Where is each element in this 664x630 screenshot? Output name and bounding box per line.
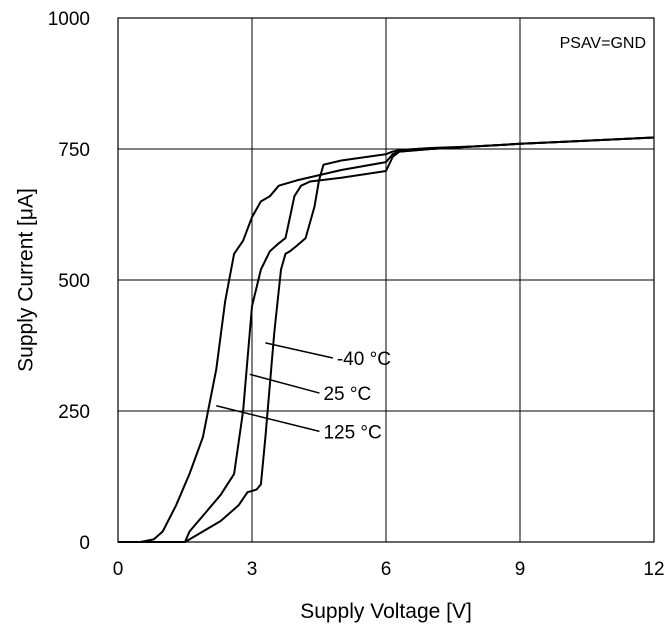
series-line-125-c xyxy=(118,136,655,543)
x-tick-label: 6 xyxy=(381,559,392,580)
chart-annotation: PSAV=GND xyxy=(560,35,646,52)
x-tick-label: 12 xyxy=(643,559,664,580)
callout-leader-25-c xyxy=(249,373,320,394)
x-axis-title: Supply Voltage [V] xyxy=(300,600,472,623)
tick-labels: 0 3 6 9 12 0 250 500 750 1000 xyxy=(48,9,664,580)
callout-leader-40-c xyxy=(265,342,334,359)
y-tick-label: 500 xyxy=(58,271,90,292)
y-tick-label: 0 xyxy=(79,533,90,554)
series-callouts: -40 °C 25 °C 125 °C xyxy=(216,342,391,443)
y-tick-label: 250 xyxy=(58,402,90,423)
y-tick-label: 750 xyxy=(58,140,90,161)
y-axis-title: Supply Current [μA] xyxy=(15,188,38,372)
series-label-125-c: 125 °C xyxy=(323,422,381,443)
plot-frame xyxy=(117,17,655,543)
series-label-25-c: 25 °C xyxy=(323,384,371,405)
x-tick-label: 3 xyxy=(247,559,258,580)
x-tick-label: 0 xyxy=(113,559,124,580)
series-label-40-c: -40 °C xyxy=(337,349,391,370)
y-tick-label: 1000 xyxy=(48,9,90,30)
x-tick-label: 9 xyxy=(515,559,526,580)
callout-leader-125-c xyxy=(216,405,320,433)
grid xyxy=(118,18,654,542)
series-lines xyxy=(118,136,655,543)
